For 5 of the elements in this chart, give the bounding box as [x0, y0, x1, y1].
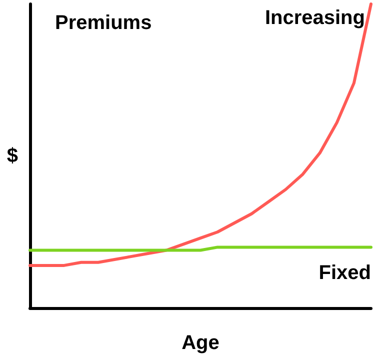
series-label: Fixed [318, 262, 371, 284]
y-axis-title: $ [6, 145, 18, 167]
series-label: Increasing [264, 7, 365, 29]
x-axis-title: Age [182, 332, 220, 354]
chart-title: Premiums [55, 12, 152, 34]
